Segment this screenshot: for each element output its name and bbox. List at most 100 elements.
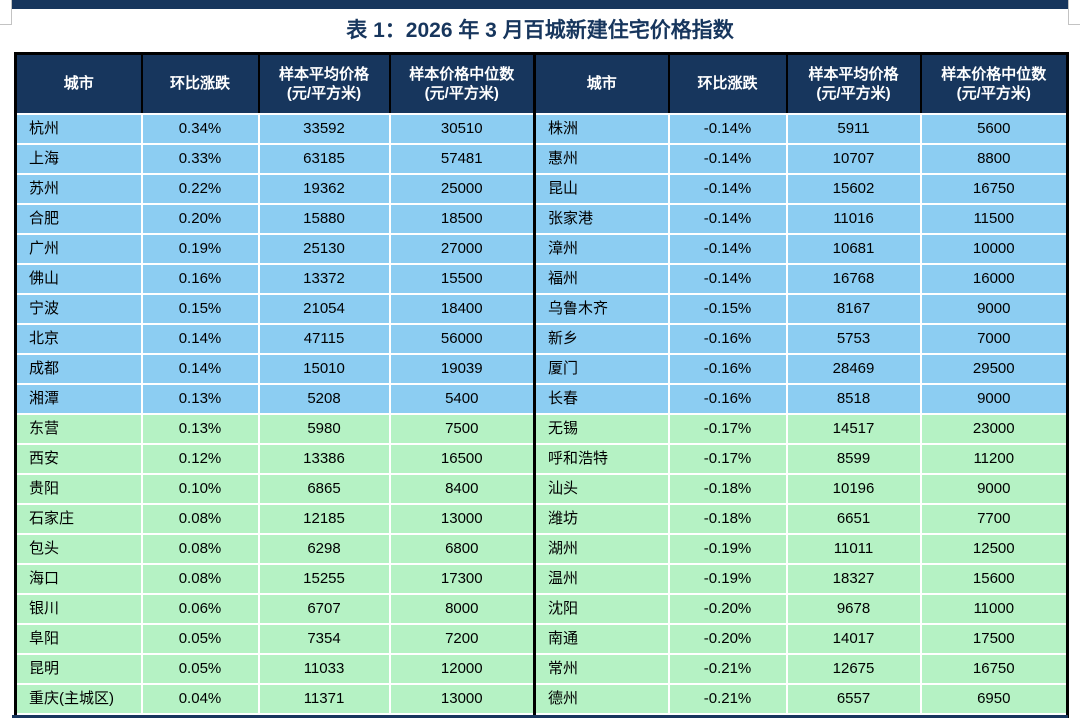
left-avg-cell: 21054: [257, 292, 391, 325]
left-median-cell: 17300: [388, 562, 536, 595]
left-avg-cell: 6707: [257, 592, 391, 625]
table-row: 合肥 0.20% 15880 18500 张家港 -0.14% 11016 11500: [14, 202, 1069, 235]
left-median-cell: 6800: [388, 532, 536, 565]
right-median-cell: 6950: [919, 682, 1069, 715]
table-row: 石家庄 0.08% 12185 13000 潍坊 -0.18% 6651 7700: [14, 502, 1069, 535]
left-city-cell: 上海: [14, 142, 143, 175]
left-avg-cell: 33592: [257, 112, 391, 145]
right-city-cell: 乌鲁木齐: [533, 292, 670, 325]
left-city-cell: 成都: [14, 352, 143, 385]
right-avg-cell: 8599: [785, 442, 922, 475]
table-row: 杭州 0.34% 33592 30510 株洲 -0.14% 5911 5600: [14, 112, 1069, 145]
left-avg-cell: 25130: [257, 232, 391, 265]
right-city-cell: 惠州: [533, 142, 670, 175]
left-city-cell: 东营: [14, 412, 143, 445]
table-row: 苏州 0.22% 19362 25000 昆山 -0.14% 15602 16750: [14, 172, 1069, 205]
table-row: 西安 0.12% 13386 16500 呼和浩特 -0.17% 8599 11200: [14, 442, 1069, 475]
left-change-cell: 0.22%: [140, 172, 260, 205]
left-city-cell: 佛山: [14, 262, 143, 295]
right-change-cell: -0.19%: [667, 532, 788, 565]
right-avg-cell: 8518: [785, 382, 922, 415]
right-city-cell: 德州: [533, 682, 670, 715]
right-change-cell: -0.16%: [667, 382, 788, 415]
left-change-cell: 0.08%: [140, 562, 260, 595]
right-median-cell: 8800: [919, 142, 1069, 175]
right-avg-cell: 28469: [785, 352, 922, 385]
right-change-cell: -0.18%: [667, 502, 788, 535]
table-row: 上海 0.33% 63185 57481 惠州 -0.14% 10707 8800: [14, 142, 1069, 175]
right-city-cell: 长春: [533, 382, 670, 415]
left-median-cell: 16500: [388, 442, 536, 475]
left-city-cell: 重庆(主城区): [14, 682, 143, 715]
table-row: 宁波 0.15% 21054 18400 乌鲁木齐 -0.15% 8167 9000: [14, 292, 1069, 325]
right-city-cell: 温州: [533, 562, 670, 595]
right-change-cell: -0.15%: [667, 292, 788, 325]
left-city-cell: 贵阳: [14, 472, 143, 505]
right-city-cell: 无锡: [533, 412, 670, 445]
price-table: 城市 环比涨跌 样本平均价格 (元/平方米) 样本价格中位数 (元/平方米) 城…: [14, 52, 1069, 718]
left-median-cell: 7500: [388, 412, 536, 445]
right-change-cell: -0.14%: [667, 232, 788, 265]
left-avg-cell: 11371: [257, 682, 391, 715]
header-change-right: 环比涨跌: [667, 52, 788, 115]
left-change-cell: 0.20%: [140, 202, 260, 235]
right-change-cell: -0.16%: [667, 322, 788, 355]
left-change-cell: 0.13%: [140, 412, 260, 445]
right-avg-cell: 15602: [785, 172, 922, 205]
left-median-cell: 18400: [388, 292, 536, 325]
right-median-cell: 9000: [919, 472, 1069, 505]
left-avg-cell: 6298: [257, 532, 391, 565]
left-change-cell: 0.33%: [140, 142, 260, 175]
right-avg-cell: 16768: [785, 262, 922, 295]
page-title: 表 1：2026 年 3 月百城新建住宅价格指数: [346, 19, 734, 42]
left-city-cell: 杭州: [14, 112, 143, 145]
header-unit: (元/平方米): [816, 84, 891, 102]
left-avg-cell: 11033: [257, 652, 391, 685]
left-change-cell: 0.05%: [140, 652, 260, 685]
right-change-cell: -0.16%: [667, 352, 788, 385]
left-median-cell: 25000: [388, 172, 536, 205]
right-change-cell: -0.14%: [667, 202, 788, 235]
left-avg-cell: 19362: [257, 172, 391, 205]
left-city-cell: 石家庄: [14, 502, 143, 535]
right-change-cell: -0.14%: [667, 172, 788, 205]
right-median-cell: 11500: [919, 202, 1069, 235]
right-city-cell: 福州: [533, 262, 670, 295]
left-city-cell: 昆明: [14, 652, 143, 685]
left-median-cell: 8400: [388, 472, 536, 505]
header-unit: (元/平方米): [956, 84, 1031, 102]
table-row: 昆明 0.05% 11033 12000 常州 -0.21% 12675 16750: [14, 652, 1069, 685]
right-avg-cell: 18327: [785, 562, 922, 595]
right-city-cell: 湖州: [533, 532, 670, 565]
right-city-cell: 呼和浩特: [533, 442, 670, 475]
left-avg-cell: 12185: [257, 502, 391, 535]
left-city-cell: 阜阳: [14, 622, 143, 655]
table-row: 东营 0.13% 5980 7500 无锡 -0.17% 14517 23000: [14, 412, 1069, 445]
left-city-cell: 海口: [14, 562, 143, 595]
left-avg-cell: 6865: [257, 472, 391, 505]
right-avg-cell: 9678: [785, 592, 922, 625]
bottom-accent-bar: [12, 715, 1068, 718]
right-change-cell: -0.20%: [667, 592, 788, 625]
header-city-right: 城市: [533, 52, 670, 115]
right-median-cell: 7700: [919, 502, 1069, 535]
right-city-cell: 漳州: [533, 232, 670, 265]
left-city-cell: 合肥: [14, 202, 143, 235]
header-label: 样本价格中位数: [941, 65, 1047, 83]
right-city-cell: 厦门: [533, 352, 670, 385]
header-label: 环比涨跌: [697, 75, 758, 93]
page-corner-mark: [1069, 24, 1080, 25]
header-median-price-left: 样本价格中位数 (元/平方米): [388, 52, 536, 115]
right-median-cell: 16750: [919, 652, 1069, 685]
left-change-cell: 0.34%: [140, 112, 260, 145]
right-change-cell: -0.21%: [667, 652, 788, 685]
right-city-cell: 汕头: [533, 472, 670, 505]
right-change-cell: -0.14%: [667, 112, 788, 145]
table-row: 北京 0.14% 47115 56000 新乡 -0.16% 5753 7000: [14, 322, 1069, 355]
right-change-cell: -0.14%: [667, 262, 788, 295]
header-label: 环比涨跌: [169, 75, 230, 93]
right-city-cell: 潍坊: [533, 502, 670, 535]
left-change-cell: 0.16%: [140, 262, 260, 295]
header-label: 城市: [586, 75, 617, 93]
left-median-cell: 5400: [388, 382, 536, 415]
